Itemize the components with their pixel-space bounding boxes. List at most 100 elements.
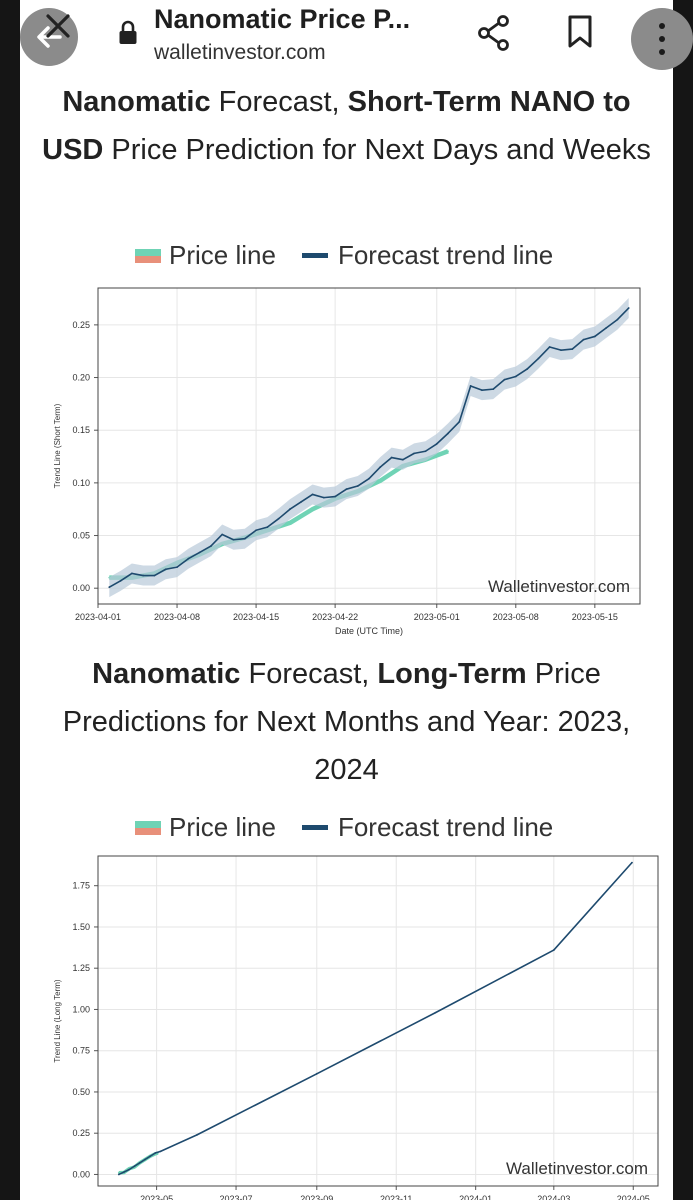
long-term-heading: Nanomatic Forecast, Long-Term Price Pred… [40,650,653,794]
forecast-trend-line-point [537,357,540,360]
forecast-line-swatch [301,253,328,258]
y-tick-label: 0.10 [72,478,90,488]
forecast-trend-line-point [356,485,359,487]
x-tick-label: 2024-05 [617,1194,650,1200]
long-heading-text2: Price Predictions for Next Months and Ye… [62,658,631,786]
forecast-trend-line-point [210,545,212,547]
forecast-trend-line-point [469,385,472,387]
short-term-chart: 2023-04-01 2023-04-08 2023-04-15 2023-04-22… [53,287,641,636]
forecast-trend-line-point [243,537,246,540]
forecast-trend-line-point [447,432,449,435]
short-heading-text2: Price Prediction for Next Days and Weeks [103,134,651,166]
y-axis-label: Trend Line (Long Term) [53,979,62,1062]
y-tick-label: 0.50 [72,1087,90,1097]
x-tick-label: 2023-11 [380,1194,412,1200]
forecast-trend-line-point [435,442,438,445]
y-tick-label: 1.25 [72,963,90,973]
price-line-swatch [135,248,161,263]
forecast-trend-line-point [149,1155,151,1158]
y-tick-label: 0.00 [72,583,90,593]
forecast-trend-line-point [198,551,201,554]
plot-frame [97,287,641,605]
x-axis-label: Date (UTC Time) [335,626,403,636]
forecast-trend-line-point [492,388,495,391]
right-screen-edge [673,0,693,1200]
forecast-trend-line-point [605,327,608,329]
forecast-confidence-band [109,298,629,598]
chart-watermark: Walletinvestor.com [506,1159,648,1178]
browser-toolbar: Nanomatic Price P... walletinvestor.com [20,0,693,78]
forecast-trend-line-point [255,529,257,532]
y-tick-label: 1.50 [72,922,90,932]
forecast-trend-line-point [390,456,393,459]
x-tick-label: 2023-04-08 [154,612,200,622]
forecast-trend-line-point [503,378,506,381]
forecast-trend-line-point [289,508,291,511]
forecast-line-swatch [301,825,328,830]
price-line-swatch [135,820,161,835]
forecast-trend-line-point [128,1168,131,1171]
forecast-trend-line-point [315,1072,318,1075]
forecast-trend-line-point [130,572,133,575]
long-heading-term: Long-Term [377,658,527,690]
forecast-trend-line-point [616,318,619,321]
forecast-trend-line-point [548,346,551,348]
y-tick-label: 0.25 [72,320,90,330]
forecast-trend-line-point [232,538,235,541]
forecast-trend-line-point [481,389,483,392]
short-term-heading: Nanomatic Forecast, Short-Term NANO to U… [40,78,653,174]
forecast-trend-line-point [143,1158,146,1161]
x-tick-label: 2023-05-08 [493,612,539,622]
page-url: walletinvestor.com [154,41,326,64]
forecast-trend-line-point [311,493,314,496]
y-tick-label: 0.15 [72,425,90,435]
y-tick-label: 0.75 [72,1046,90,1056]
forecast-trend-line-point [401,458,404,461]
forecast-trend-line-point [187,557,190,560]
forecast-trend-line-point [458,420,461,423]
forecast-trend-line-point [154,1152,157,1154]
forecast-trend-line-point [379,466,382,468]
forecast-trend-line-point [322,496,325,499]
y-tick-label: 0.25 [72,1128,90,1138]
forecast-trend-line-point [368,477,370,480]
x-tick-label: 2023-07 [220,1194,253,1200]
share-icon[interactable] [476,14,512,52]
forecast-trend-line-point [138,1162,141,1164]
forecast-trend-line-point [108,586,111,589]
long-term-chart: 2023-05 2023-07 2023-09 2023-11 2024-01 2024-… [53,855,659,1200]
chart-grid [98,856,658,1186]
y-tick-label: 0.00 [72,1169,90,1179]
long-heading-text1: Forecast, [240,658,378,690]
forecast-trend-line-point [514,375,517,378]
plot-frame [97,855,659,1187]
long-heading-brand: Nanomatic [92,658,241,690]
forecast-trend-line-point [552,949,555,951]
forecast-trend-line-point [571,348,574,350]
x-tick-label: 2023-04-22 [312,612,358,622]
more-vertical-icon[interactable] [631,8,693,70]
bookmark-icon[interactable] [566,14,594,50]
forecast-trend-line-point [277,517,280,520]
forecast-trend-line-point [142,574,145,577]
forecast-trend-line-point [117,1173,120,1176]
close-icon[interactable] [44,12,72,40]
short-chart-legend: Price line Forecast trend line [135,240,553,271]
short-heading-term: Short-Term NANO to USD [42,86,631,166]
forecast-trend-line-point [196,1133,198,1136]
y-axis-label: Trend Line (Short Term) [53,403,62,488]
price-line-point [379,479,382,482]
price-line-point [117,1171,120,1174]
forecast-trend-line-point [164,568,167,571]
forecast-trend-line-point [593,335,596,338]
price-line-point [311,508,314,511]
x-tick-label: 2024-01 [459,1194,492,1200]
forecast-trend-line-point [300,500,303,503]
forecast-trend-line-point [627,307,630,309]
x-tick-label: 2023-04-15 [233,612,279,622]
legend-forecast-label: Forecast trend line [337,812,554,842]
short-heading-brand: Nanomatic [62,86,211,118]
forecast-trend-line-point [119,579,122,582]
forecast-trend-line-point [345,488,348,491]
y-tick-label: 0.05 [72,531,90,541]
